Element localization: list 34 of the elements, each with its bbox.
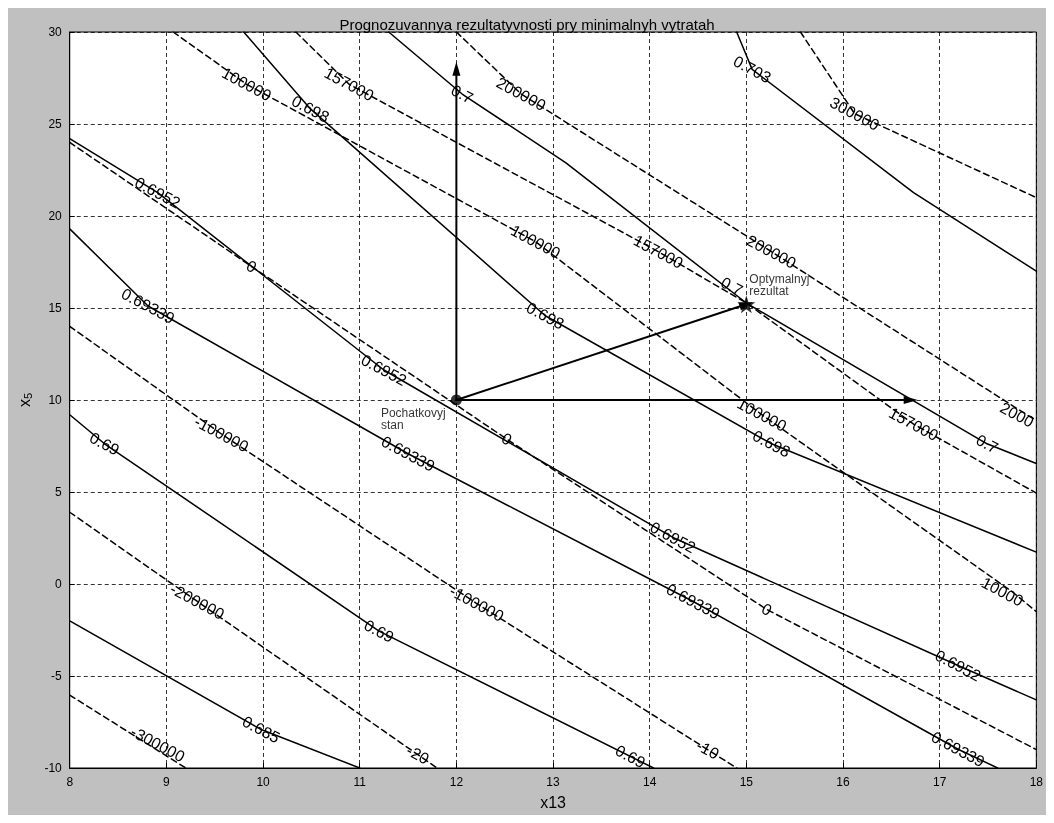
x-tick-label: 13 [546, 775, 561, 789]
y-tick-label: 30 [48, 25, 63, 39]
x-tick-label: 10 [256, 775, 271, 789]
annotation: 0 [758, 599, 775, 620]
y-tick-label: -10 [44, 761, 63, 775]
annotation: 2000 [997, 398, 1037, 431]
annotation: 0.7 [718, 273, 746, 300]
x-tick-label: 14 [643, 775, 657, 789]
series-label: Pochatkovyj stan [380, 405, 449, 432]
annotation: 0.703 [730, 52, 774, 87]
x-tick-label: 16 [836, 775, 850, 789]
x-tick-label: 12 [449, 775, 464, 789]
series-label: Optymalnyj rezultat [749, 272, 813, 299]
annotation: -10 [693, 736, 722, 763]
annotation: 0.69 [361, 616, 397, 646]
y-tick-label: 20 [48, 209, 63, 223]
x-tick-label: 9 [163, 775, 171, 789]
x-axis-title: x13 [540, 793, 567, 811]
x-tick-label: 8 [66, 775, 74, 789]
x-tick-label: 17 [932, 775, 947, 789]
annotation: -20 [403, 741, 432, 768]
annotation: 0.69 [86, 428, 123, 459]
chart-title: Prognozuvannya rezultatyvnosti pry minimalnyh vytratah [339, 16, 715, 33]
y-tick-label: -5 [51, 669, 63, 683]
y-tick-label: 15 [48, 301, 63, 315]
x-tick-label: 11 [353, 775, 367, 789]
y-tick-label: 5 [55, 485, 63, 499]
y-tick-label: 0 [55, 577, 63, 591]
x-tick-label: 18 [1029, 775, 1044, 789]
annotation: 0.69 [612, 741, 649, 772]
y-axis-title: x5 [15, 392, 34, 408]
y-tick-label: 25 [48, 117, 63, 131]
y-tick-label: 10 [48, 393, 63, 407]
x-tick-label: 15 [739, 775, 754, 789]
